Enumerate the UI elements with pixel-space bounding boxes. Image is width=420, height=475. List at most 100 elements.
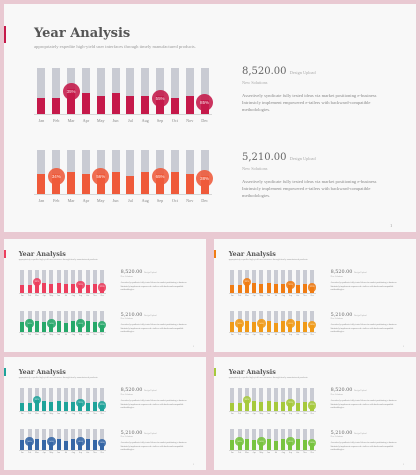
chart-2-bar	[252, 322, 257, 333]
chart-2-month-label: May	[96, 198, 105, 203]
chart-1-bar-track	[237, 388, 242, 411]
stat-2-description: Assertively syndicate fully tested ideas…	[330, 442, 397, 452]
chart-1-value-bubble: 85%	[308, 401, 317, 410]
chart-1-bar	[259, 401, 264, 411]
chart-2-bar-track	[230, 310, 235, 333]
chart-1-month-label: Oct	[86, 294, 90, 297]
chart-2-value-bubble: 34%	[25, 319, 34, 328]
chart-1-month-label: Nov	[303, 412, 307, 415]
title-accent-bar	[214, 367, 216, 377]
chart-1-bar	[42, 282, 47, 293]
chart-2-value-bubble: 38%	[308, 320, 317, 329]
chart-2-month-label: Jul	[64, 334, 68, 337]
chart-1-bar	[273, 401, 278, 411]
chart-1-bar-track	[52, 68, 61, 114]
chart-1-bar	[111, 93, 120, 114]
chart-2-bar	[20, 322, 25, 333]
chart-2-bar	[63, 323, 68, 333]
chart-2-month-label: Apr	[82, 198, 90, 203]
stat-1-value: 8,520.00 Design Upload	[121, 387, 157, 393]
chart-2-bar-track	[93, 428, 97, 451]
chart-1-month-label: Oct	[296, 294, 300, 297]
chart-1-bar	[170, 97, 179, 114]
stat-1-label: New Solutions	[330, 394, 343, 397]
chart-1-bar-track	[252, 388, 257, 411]
chart-2-bar-track	[81, 150, 90, 194]
slide-thumb-3[interactable]: Year Analysis appropriately expedite high…	[4, 357, 206, 470]
stat-2-value-number: 5,210.00	[242, 152, 290, 163]
chart-2-bar-track	[303, 428, 307, 451]
chart-1-month-label: Jun	[267, 412, 271, 415]
chart-2-bar-track	[85, 310, 90, 333]
chart-1-bar	[34, 280, 39, 293]
chart-1-month-label: Aug	[71, 294, 75, 297]
chart-1-value-bubble: 85%	[196, 94, 214, 112]
chart-1-bar-track	[85, 270, 90, 293]
page-number: 1	[403, 346, 405, 349]
chart-1-month-label: Jul	[64, 294, 68, 297]
chart-2-bar-track	[281, 428, 286, 451]
chart-1-bar	[63, 283, 68, 293]
slide-title: Year Analysis	[228, 249, 276, 258]
chart-1-axis	[228, 410, 316, 412]
chart-1-month-label: Apr	[42, 294, 46, 297]
slide-thumb-4[interactable]: Year Analysis appropriately expedite high…	[214, 357, 416, 470]
chart-1-bar-track	[42, 388, 47, 411]
chart-2-value-bubble: 34%	[25, 437, 34, 446]
stat-1-description: Assertively syndicate fully tested ideas…	[330, 282, 397, 292]
chart-1-month-label: Oct	[296, 412, 300, 415]
chart-1-month-label: Oct	[86, 412, 90, 415]
chart-2-month-label: Oct	[296, 452, 300, 455]
chart-2-month-label: Oct	[86, 452, 90, 455]
stat-2-value: 5,210.00 Design Upload	[242, 152, 316, 163]
chart-2-month-label: Jan	[20, 452, 24, 455]
chart-1-bar	[303, 401, 307, 411]
chart-2-bar	[37, 174, 46, 194]
chart-1-value-bubble: 85%	[98, 283, 107, 292]
stat-2-value: 5,210.00 Design Upload	[331, 430, 367, 436]
chart-1-month-label: Jul	[274, 412, 278, 415]
chart-2-month-label: Jan	[38, 198, 45, 203]
chart-1-bar-track	[295, 388, 300, 411]
chart-1-bar-track	[27, 388, 32, 411]
chart-1-bar	[252, 400, 257, 411]
chart-1-bar	[230, 403, 235, 411]
slide-main[interactable]: Year Analysis appropriately expedite high…	[4, 4, 416, 232]
chart-2-bar-track	[185, 150, 194, 194]
chart-2-month-label: Feb	[238, 334, 242, 337]
chart-1-bar-track	[100, 388, 105, 411]
chart-2-bar-track	[266, 310, 271, 333]
slide-thumb-1[interactable]: Year Analysis appropriately expedite high…	[4, 239, 206, 352]
chart-2-bar	[42, 322, 47, 333]
chart-1-bar-track	[93, 388, 97, 411]
chart-1-bar-track	[27, 270, 32, 293]
chart-1-month-label: Feb	[238, 294, 242, 297]
chart-2-bar-track	[56, 428, 61, 451]
chart-2-month-label: Apr	[252, 334, 256, 337]
chart-2-bar-track	[252, 310, 257, 333]
chart-2-bar	[185, 174, 194, 194]
slide-subtitle: appropriately expedite high-yield user i…	[18, 376, 98, 379]
slide-title: Year Analysis	[228, 367, 276, 376]
chart-1-bar	[20, 285, 25, 293]
chart-1-month-label: Jun	[57, 412, 61, 415]
chart-2-bar	[273, 441, 278, 451]
chart-2-month-label: Jul	[64, 452, 68, 455]
chart-2-bar-track	[295, 310, 300, 333]
chart-1-value-bubble: 35%	[32, 277, 42, 286]
chart-1-bar-track	[310, 388, 315, 411]
chart-2-month-label: Oct	[296, 334, 300, 337]
chart-1-month-label: Mar	[35, 294, 39, 297]
chart-2-bar	[34, 439, 39, 451]
chart-2-month-label: Jul	[274, 334, 278, 337]
chart-2-month-label: Dec	[310, 334, 314, 337]
stat-1-value-number: 8,520.00	[330, 387, 354, 394]
chart-1-month-label: Jan	[20, 294, 24, 297]
chart-1-bar-track	[49, 270, 54, 293]
stat-2-value-unit: Design Upload	[289, 156, 316, 161]
chart-2-month-label: Feb	[238, 452, 242, 455]
slide-thumb-2[interactable]: Year Analysis appropriately expedite high…	[214, 239, 416, 352]
chart-2-bar	[295, 321, 300, 333]
chart-1-bar-track	[71, 388, 76, 411]
chart-1-month-label: Jun	[57, 294, 61, 297]
